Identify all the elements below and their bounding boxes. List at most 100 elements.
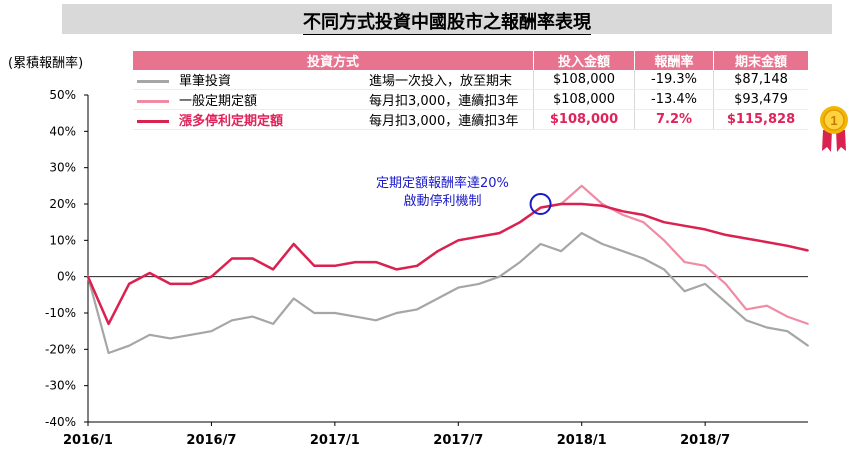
legend-method-cell: 一般定期定額 每月扣3,000，連續扣3年 <box>133 89 534 110</box>
y-tick-label: -20% <box>45 342 76 356</box>
data-point <box>395 312 398 314</box>
data-point <box>560 250 563 253</box>
annotation-line-1: 定期定額報酬率達20% <box>376 176 509 191</box>
data-point <box>107 323 110 325</box>
data-point <box>148 333 151 336</box>
legend-swatch-dca <box>137 100 169 103</box>
legend-row-dca: 一般定期定額 每月扣3,000，連續扣3年 $108,000 -13.4% $93… <box>133 89 808 110</box>
legend-header-row: 投資方式 投入金額 報酬率 期末金額 <box>133 51 808 70</box>
data-point <box>333 312 336 314</box>
y-tick-label: -10% <box>45 306 76 320</box>
annotation-line-2: 啟動停利機制 <box>403 194 482 209</box>
legend-name: 漲多停利定期定額 <box>179 114 284 129</box>
header-invested: 投入金額 <box>533 51 635 70</box>
data-point <box>580 203 583 205</box>
data-point <box>704 283 707 285</box>
data-point <box>169 337 172 340</box>
legend-method-cell: 單筆投資 進場一次投入，放至期末 <box>133 70 534 90</box>
data-point <box>231 257 233 260</box>
data-point <box>375 261 377 264</box>
legend-return: -13.4% <box>634 89 714 110</box>
data-point <box>683 290 686 293</box>
y-axis-label: (累積報酬率) <box>8 56 84 71</box>
data-point <box>436 297 439 300</box>
data-point <box>621 214 624 216</box>
data-point <box>498 232 501 234</box>
data-point <box>724 233 727 236</box>
data-point <box>745 237 748 240</box>
legend-swatch-take-profit <box>137 120 169 123</box>
legend-desc: 每月扣3,000，連續扣3年 <box>369 94 519 109</box>
legend-desc: 每月扣3,000，連續扣3年 <box>369 114 519 129</box>
data-point <box>765 304 768 307</box>
legend-name: 單筆投資 <box>179 74 232 89</box>
data-point <box>477 235 480 238</box>
data-point <box>683 261 686 264</box>
x-tick-label: 2016/7 <box>186 433 236 448</box>
data-point <box>642 214 645 216</box>
data-point <box>724 301 727 303</box>
data-point <box>745 319 748 322</box>
data-point <box>724 283 727 285</box>
data-point <box>313 312 316 314</box>
legend-return: 7.2% <box>634 109 714 130</box>
y-tick-label: 40% <box>49 124 76 138</box>
svg-text:1: 1 <box>830 113 837 128</box>
data-point <box>189 283 192 285</box>
data-point <box>477 283 480 285</box>
data-point <box>663 221 665 224</box>
y-tick-label: -30% <box>45 379 76 393</box>
data-point <box>663 268 665 271</box>
chart-title: 不同方式投資中國股市之報酬率表現 <box>62 8 832 35</box>
gold-medal-icon: 1 <box>820 106 848 152</box>
data-point <box>745 308 748 311</box>
legend-swatch-lump-sum <box>137 80 169 83</box>
legend-table: 投資方式 投入金額 報酬率 期末金額 單筆投資 進場一次投入，放至期末 $108,… <box>133 51 808 130</box>
x-tick-label: 2018/1 <box>557 433 607 448</box>
x-tick-label: 2018/7 <box>680 433 730 448</box>
data-point <box>539 206 542 209</box>
legend-method-cell: 漲多停利定期定額 每月扣3,000，連續扣3年 <box>133 109 534 130</box>
header-final: 期末金額 <box>713 51 808 70</box>
data-point <box>416 308 419 311</box>
legend-return: -19.3% <box>634 70 714 90</box>
legend-row-take-profit-dca: 漲多停利定期定額 每月扣3,000，連續扣3年 $108,000 7.2% $11… <box>133 109 808 130</box>
data-point <box>539 243 542 245</box>
data-point <box>580 232 583 234</box>
x-tick-label: 2017/7 <box>433 433 483 448</box>
legend-row-lump-sum: 單筆投資 進場一次投入，放至期末 $108,000 -19.3% $87,148 <box>133 70 808 90</box>
data-point <box>560 203 563 205</box>
chart-title-text: 不同方式投資中國股市之報酬率表現 <box>303 12 591 35</box>
annotation-circle <box>529 193 552 215</box>
header-method: 投資方式 <box>133 51 534 70</box>
data-point <box>683 224 686 227</box>
legend-final: $87,148 <box>713 70 808 90</box>
data-point <box>601 204 604 207</box>
data-point <box>765 241 768 244</box>
legend-invested: $108,000 <box>533 70 635 90</box>
data-point <box>807 249 809 252</box>
data-point <box>807 344 809 347</box>
data-point <box>292 297 295 300</box>
y-tick-label: 50% <box>49 88 76 102</box>
y-tick-label: 20% <box>49 197 76 211</box>
legend-invested: $108,000 <box>533 89 635 110</box>
data-point <box>457 239 460 242</box>
data-point <box>148 272 151 274</box>
data-point <box>765 326 768 329</box>
data-point <box>601 243 604 245</box>
data-point <box>292 243 295 245</box>
data-point <box>786 315 789 318</box>
series-line-1 <box>86 232 809 355</box>
legend-final: $93,479 <box>713 89 808 110</box>
data-point <box>704 228 707 231</box>
y-tick-label: 30% <box>49 161 76 175</box>
data-point <box>210 330 213 333</box>
x-tick-label: 2016/1 <box>63 433 113 448</box>
legend-desc: 進場一次投入，放至期末 <box>369 74 513 89</box>
data-point <box>313 264 316 267</box>
legend-final: $115,828 <box>713 109 808 130</box>
data-point <box>436 250 439 253</box>
data-point <box>601 203 604 205</box>
take-profit-annotation: 定期定額報酬率達20% 啟動停利機制 <box>376 175 509 211</box>
